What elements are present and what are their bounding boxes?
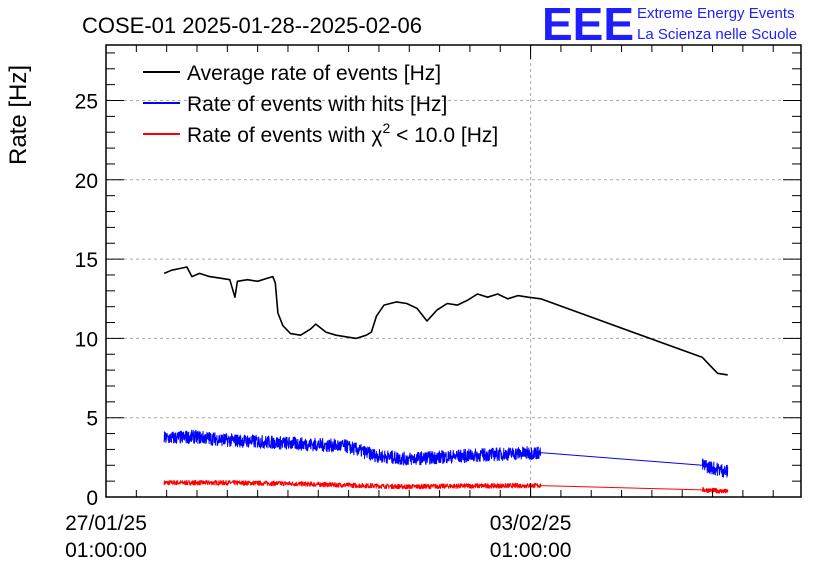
series-layer [163, 266, 729, 494]
x-tick-date: 27/01/25 [65, 512, 147, 535]
y-tick-label: 25 [75, 91, 98, 114]
eee-logo-letters: EEE [542, 0, 634, 50]
logo-line-1: Extreme Energy Events [637, 5, 795, 22]
x-tick-labels: 27/01/25 01:00:00 03/02/25 01:00:00 [65, 512, 571, 562]
y-tick-label: 10 [75, 328, 98, 351]
legend-label-chi2: Rate of events with χ2 < 10.0 [Hz] [187, 120, 498, 147]
y-tick-labels: 0 5 10 15 20 25 [75, 91, 98, 510]
legend: Average rate of events [Hz] Rate of even… [143, 62, 498, 147]
y-axis-label: Rate [Hz] [5, 65, 32, 165]
grid-lines [106, 45, 801, 497]
series-line-2 [163, 479, 729, 494]
series-line-0 [163, 266, 728, 376]
y-tick-label: 0 [86, 487, 98, 510]
eee-logo: EEE Extreme Energy Events La Scienza nel… [542, 0, 797, 50]
y-tick-label: 5 [86, 408, 98, 431]
chart-title: COSE-01 2025-01-28--2025-02-06 [82, 13, 422, 38]
y-tick-label: 15 [75, 249, 98, 272]
x-tick-time: 01:00:00 [490, 539, 572, 562]
x-tick-date: 03/02/25 [490, 512, 572, 535]
y-tick-label: 20 [75, 170, 98, 193]
legend-label-hits: Rate of events with hits [Hz] [187, 93, 447, 116]
x-tick-time: 01:00:00 [65, 539, 147, 562]
plot-frame [105, 44, 802, 498]
series-line-1 [163, 429, 729, 478]
legend-label-average: Average rate of events [Hz] [187, 62, 441, 85]
logo-line-2: La Scienza nelle Scuole [637, 26, 797, 43]
